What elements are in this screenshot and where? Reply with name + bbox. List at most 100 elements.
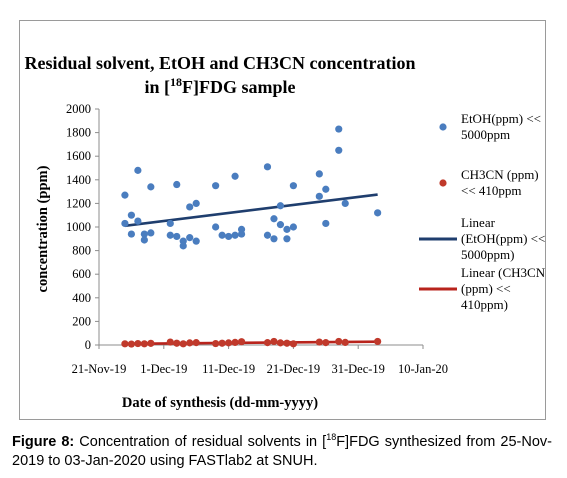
data-point-etoh <box>179 242 187 250</box>
data-point-etoh <box>335 125 343 133</box>
data-point-etoh <box>134 166 142 174</box>
y-tick-label: 1400 <box>66 173 91 187</box>
data-point-etoh <box>147 183 155 191</box>
data-point-etoh <box>186 203 194 211</box>
data-point-etoh <box>121 219 129 228</box>
legend-label-linear-ch3cn: Linear (CH3CN <box>461 265 546 280</box>
data-point-etoh <box>335 146 343 154</box>
data-point-etoh <box>127 230 135 238</box>
chart-frame: Residual solvent, EtOH and CH3CN concent… <box>19 20 546 420</box>
data-point-etoh <box>212 223 220 231</box>
data-point-ch3cn <box>276 339 285 347</box>
data-point-ch3cn <box>237 338 246 346</box>
y-tick-label: 200 <box>72 314 91 328</box>
caption-text-before: Concentration of residual solvents in [ <box>79 433 327 450</box>
data-point-etoh <box>212 182 220 190</box>
data-point-etoh <box>147 229 155 237</box>
x-tick-label: 21-Nov-19 <box>72 362 127 376</box>
data-point-ch3cn <box>166 338 174 346</box>
y-tick-label: 1600 <box>66 149 91 163</box>
data-point-ch3cn <box>225 339 233 347</box>
data-point-etoh <box>121 191 129 199</box>
legend-label-linear-etoh: Linear <box>461 215 496 230</box>
data-point-etoh <box>231 172 239 180</box>
data-point-ch3cn <box>341 338 349 347</box>
data-point-etoh <box>289 223 297 231</box>
data-point-etoh <box>322 219 330 228</box>
legend-label-linear-ch3cn: 410ppm) <box>461 297 508 312</box>
caption-label: Figure 8: <box>12 433 75 450</box>
y-tick-label: 400 <box>72 291 91 305</box>
data-point-etoh <box>237 230 246 238</box>
legend-label-linear-ch3cn: (ppm) << <box>461 281 511 296</box>
data-point-etoh <box>315 170 323 178</box>
data-point-etoh <box>263 231 272 239</box>
legend-marker-ch3cn <box>439 179 447 187</box>
data-point-ch3cn <box>283 339 291 347</box>
data-point-ch3cn <box>335 337 343 346</box>
data-point-etoh <box>192 237 200 245</box>
y-tick-label: 600 <box>72 267 91 281</box>
data-point-etoh <box>192 199 200 207</box>
data-point-etoh <box>166 231 174 239</box>
data-point-etoh <box>283 225 291 233</box>
data-point-etoh <box>263 163 272 171</box>
data-point-ch3cn <box>179 340 187 348</box>
legend-label-etoh: EtOH(ppm) << <box>461 111 541 126</box>
data-point-etoh <box>283 235 291 243</box>
data-point-etoh <box>127 211 135 219</box>
data-point-ch3cn <box>121 340 129 348</box>
data-point-ch3cn <box>218 339 226 347</box>
caption-text-after: F]FDG synthesized from 25-Nov-2019 to 03… <box>12 433 552 469</box>
data-point-ch3cn <box>212 339 220 348</box>
data-point-etoh <box>140 230 148 238</box>
x-axis-title: Date of synthesis (dd-mm-yyyy) <box>122 395 318 411</box>
legend-label-etoh: 5000ppm <box>461 127 510 142</box>
x-tick-label: 21-Dec-19 <box>267 362 320 376</box>
data-point-ch3cn <box>374 337 382 346</box>
chart-title-line1: Residual solvent, EtOH and CH3CN concent… <box>24 53 415 73</box>
y-tick-label: 1200 <box>66 196 91 210</box>
data-point-etoh <box>173 232 181 241</box>
legend-label-linear-etoh: 5000ppm) <box>461 247 514 262</box>
y-tick-label: 800 <box>72 244 91 258</box>
legend-marker-etoh <box>439 123 447 131</box>
data-point-ch3cn <box>127 340 135 348</box>
data-point-etoh <box>270 235 278 243</box>
x-tick-label: 10-Jan-20 <box>398 362 448 376</box>
data-point-ch3cn <box>289 340 297 348</box>
data-point-etoh <box>218 231 226 239</box>
data-point-etoh <box>315 192 323 200</box>
data-point-etoh <box>140 236 148 244</box>
data-point-etoh <box>231 231 239 239</box>
data-point-etoh <box>374 209 382 217</box>
y-axis-title: concentration (ppm) <box>35 165 51 292</box>
legend-label-ch3cn: CH3CN (ppm) <box>461 167 539 182</box>
data-point-etoh <box>289 182 297 190</box>
figure-caption: Figure 8: Concentration of residual solv… <box>12 428 552 471</box>
y-tick-label: 1800 <box>66 126 91 140</box>
data-point-ch3cn <box>322 339 330 347</box>
y-tick-label: 0 <box>85 338 91 352</box>
legend-label-ch3cn: << 410ppm <box>461 183 522 198</box>
scatter-chart: Residual solvent, EtOH and CH3CN concent… <box>24 53 546 411</box>
x-tick-label: 11-Dec-19 <box>202 362 255 376</box>
data-point-ch3cn <box>270 337 278 346</box>
data-point-ch3cn <box>192 339 200 347</box>
data-point-etoh <box>270 215 278 223</box>
data-point-ch3cn <box>173 339 181 347</box>
data-point-etoh <box>166 219 174 228</box>
data-point-etoh <box>322 185 330 193</box>
data-point-ch3cn <box>147 339 155 347</box>
x-tick-label: 1-Dec-19 <box>140 362 187 376</box>
data-point-ch3cn <box>186 339 194 347</box>
x-tick-label: 31-Dec-19 <box>331 362 384 376</box>
data-point-ch3cn <box>231 338 239 347</box>
data-point-ch3cn <box>140 340 148 348</box>
y-tick-label: 1000 <box>66 220 91 234</box>
plot-area: 0 200 400 600 800 1000 1200 1400 1600 1800 2000 21-… <box>66 102 448 376</box>
y-tick-label: 2000 <box>66 102 91 116</box>
legend-label-linear-etoh: (EtOH(ppm) << <box>461 231 545 246</box>
caption-superscript: 18 <box>326 432 337 442</box>
data-point-etoh <box>276 202 285 210</box>
